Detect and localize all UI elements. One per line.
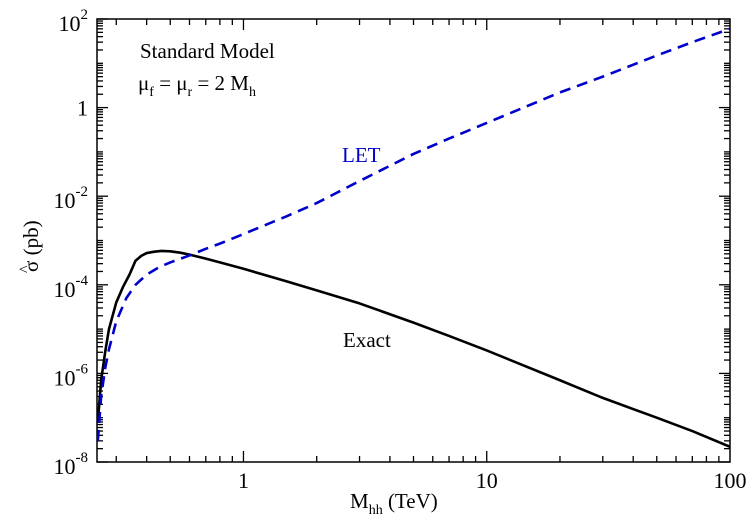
exact-series-label: Exact xyxy=(343,328,391,352)
exact-series-line xyxy=(97,249,730,449)
y-tick-label: 10-8 xyxy=(54,450,89,479)
x-tick-label: 1 xyxy=(238,468,249,493)
y-axis-label: σ (pb) ^ xyxy=(17,220,43,273)
x-axis-label: Mhh (TeV) xyxy=(350,489,438,518)
y-tick-label: 10-2 xyxy=(54,184,89,213)
y-tick-label: 10-4 xyxy=(54,273,89,302)
y-tick-label: 10-6 xyxy=(54,361,89,390)
svg-text:^: ^ xyxy=(17,265,34,273)
axis-ticks xyxy=(97,18,730,463)
y-tick-label: 1 xyxy=(77,96,88,121)
model-annotation: Standard Model xyxy=(140,39,275,63)
y-tick-label: 102 xyxy=(59,7,89,36)
x-tick-label: 10 xyxy=(476,468,498,493)
scale-annotation: μf = μr = 2 Mh xyxy=(138,71,256,100)
axis-tick-labels: 1 10 100 10-8 10-6 10-4 10-2 1 102 xyxy=(54,7,747,493)
svg-text:σ (pb): σ (pb) xyxy=(19,220,43,272)
x-tick-label: 100 xyxy=(714,468,747,493)
let-series-line xyxy=(97,27,730,441)
let-series-label: LET xyxy=(342,143,381,167)
series-layer xyxy=(97,27,730,449)
